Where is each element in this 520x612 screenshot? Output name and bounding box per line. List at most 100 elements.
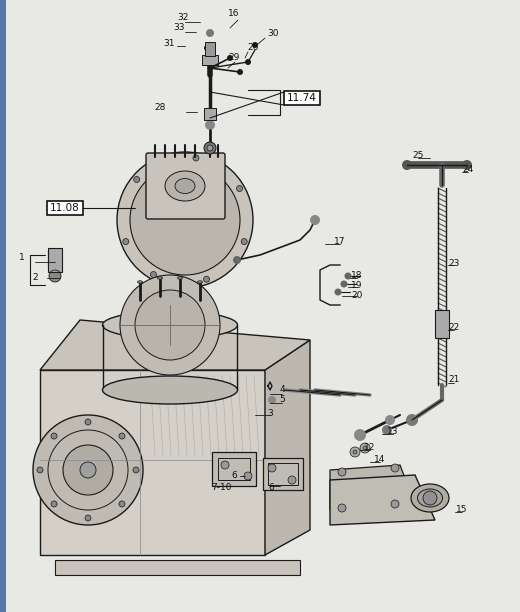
Circle shape <box>130 165 240 275</box>
Bar <box>218 458 250 480</box>
Polygon shape <box>55 560 300 575</box>
Text: 20: 20 <box>352 291 362 299</box>
Circle shape <box>382 425 392 435</box>
Polygon shape <box>330 475 435 525</box>
Text: 4: 4 <box>279 386 285 395</box>
Circle shape <box>241 239 247 245</box>
Circle shape <box>341 280 347 288</box>
Circle shape <box>203 276 210 282</box>
Text: 1: 1 <box>19 253 25 263</box>
Text: 23: 23 <box>448 258 460 267</box>
Circle shape <box>385 415 395 425</box>
Circle shape <box>268 464 276 472</box>
Text: 3: 3 <box>267 408 273 417</box>
Polygon shape <box>40 370 265 555</box>
Circle shape <box>51 433 57 439</box>
Circle shape <box>204 142 216 154</box>
Bar <box>202 55 218 65</box>
Bar <box>0 0 6 612</box>
Text: 18: 18 <box>351 271 363 280</box>
Circle shape <box>233 256 241 264</box>
Text: 31: 31 <box>163 39 175 48</box>
Circle shape <box>49 270 61 282</box>
Circle shape <box>360 443 370 453</box>
Circle shape <box>462 160 472 170</box>
Circle shape <box>245 59 251 65</box>
Text: 16: 16 <box>228 10 240 18</box>
Circle shape <box>268 396 276 404</box>
Text: 6: 6 <box>231 471 237 479</box>
Circle shape <box>51 501 57 507</box>
Circle shape <box>205 120 215 130</box>
Text: 14: 14 <box>374 455 386 465</box>
Circle shape <box>391 500 399 508</box>
Text: 30: 30 <box>267 29 279 39</box>
Text: 11.08: 11.08 <box>50 203 80 213</box>
Bar <box>212 452 256 486</box>
Circle shape <box>288 476 296 484</box>
Circle shape <box>193 155 199 161</box>
Text: 26: 26 <box>248 43 258 53</box>
Circle shape <box>391 464 399 472</box>
Ellipse shape <box>165 171 205 201</box>
Bar <box>284 91 320 105</box>
Circle shape <box>119 433 125 439</box>
Bar <box>205 42 215 56</box>
Text: 28: 28 <box>154 103 166 113</box>
Circle shape <box>353 450 357 454</box>
Text: 25: 25 <box>412 151 424 160</box>
Circle shape <box>134 176 140 182</box>
Circle shape <box>423 491 437 505</box>
Circle shape <box>244 472 252 480</box>
Bar <box>435 310 449 338</box>
Circle shape <box>204 142 216 154</box>
Circle shape <box>37 467 43 473</box>
Bar <box>263 458 303 490</box>
Polygon shape <box>330 465 415 510</box>
Circle shape <box>338 468 346 476</box>
Circle shape <box>206 29 214 37</box>
Circle shape <box>237 185 242 192</box>
Polygon shape <box>40 320 310 370</box>
Text: 12: 12 <box>365 444 375 452</box>
Text: 19: 19 <box>351 280 363 289</box>
Ellipse shape <box>411 484 449 512</box>
Circle shape <box>363 446 367 450</box>
Text: 15: 15 <box>456 506 468 515</box>
Bar <box>47 201 83 215</box>
Text: 5: 5 <box>279 395 285 405</box>
Text: 2: 2 <box>32 274 38 283</box>
Circle shape <box>227 55 233 61</box>
Circle shape <box>150 272 157 278</box>
Circle shape <box>345 272 352 280</box>
FancyBboxPatch shape <box>146 153 225 219</box>
Text: 21: 21 <box>448 376 460 384</box>
Circle shape <box>221 461 229 469</box>
Circle shape <box>85 515 91 521</box>
Circle shape <box>133 467 139 473</box>
Text: 32: 32 <box>177 13 189 23</box>
Circle shape <box>63 445 113 495</box>
Circle shape <box>350 447 360 457</box>
Ellipse shape <box>102 311 238 339</box>
Ellipse shape <box>137 281 142 283</box>
Circle shape <box>354 429 366 441</box>
Text: 17: 17 <box>334 236 346 245</box>
Ellipse shape <box>175 179 195 193</box>
Text: 11.74: 11.74 <box>287 93 317 103</box>
Circle shape <box>402 160 412 170</box>
Text: 33: 33 <box>173 23 185 32</box>
Circle shape <box>33 415 143 525</box>
Ellipse shape <box>102 376 238 404</box>
Text: 6: 6 <box>268 483 274 493</box>
Circle shape <box>80 462 96 478</box>
Circle shape <box>334 288 342 296</box>
Text: 24: 24 <box>462 165 474 174</box>
Circle shape <box>117 152 253 288</box>
Circle shape <box>123 239 129 245</box>
Circle shape <box>406 414 418 426</box>
Text: 22: 22 <box>448 324 460 332</box>
Ellipse shape <box>198 281 202 283</box>
Polygon shape <box>265 340 310 555</box>
Circle shape <box>237 69 243 75</box>
